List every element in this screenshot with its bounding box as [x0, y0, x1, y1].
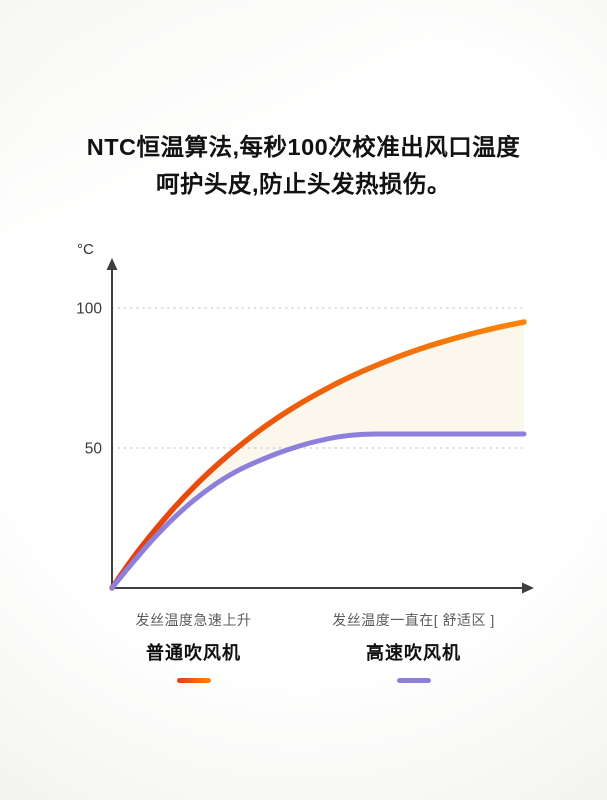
page-title: NTC恒温算法,每秒100次校准出风口温度 呵护头皮,防止头发热损伤。	[0, 129, 607, 203]
title-line-2: 呵护头皮,防止头发热损伤。	[155, 171, 452, 197]
legend-item-highspeed-dryer: 发丝温度一直在[ 舒适区 ] 高速吹风机	[314, 610, 514, 683]
purple-line-swatch	[396, 678, 431, 683]
y-axis-unit-label: °C	[77, 241, 94, 258]
chart-canvas: 100 50	[76, 258, 534, 594]
legend-description: 发丝温度急速上升	[135, 612, 252, 628]
legend-item-ordinary-dryer: 发丝温度急速上升 普通吹风机	[94, 610, 294, 683]
legend-series-name: 高速吹风机	[366, 643, 461, 663]
chart-legend: 发丝温度急速上升 普通吹风机 发丝温度一直在[ 舒适区 ] 高速吹风机	[0, 610, 607, 683]
legend-series-name: 普通吹风机	[146, 643, 241, 663]
legend-description: 发丝温度一直在[ 舒适区 ]	[332, 612, 495, 628]
temperature-comparison-chart: 100 50	[64, 252, 564, 597]
svg-text:100: 100	[76, 301, 102, 318]
svg-text:50: 50	[85, 441, 103, 458]
orange-line-swatch	[176, 678, 211, 683]
title-line-1: NTC恒温算法,每秒100次校准出风口温度	[86, 134, 521, 160]
